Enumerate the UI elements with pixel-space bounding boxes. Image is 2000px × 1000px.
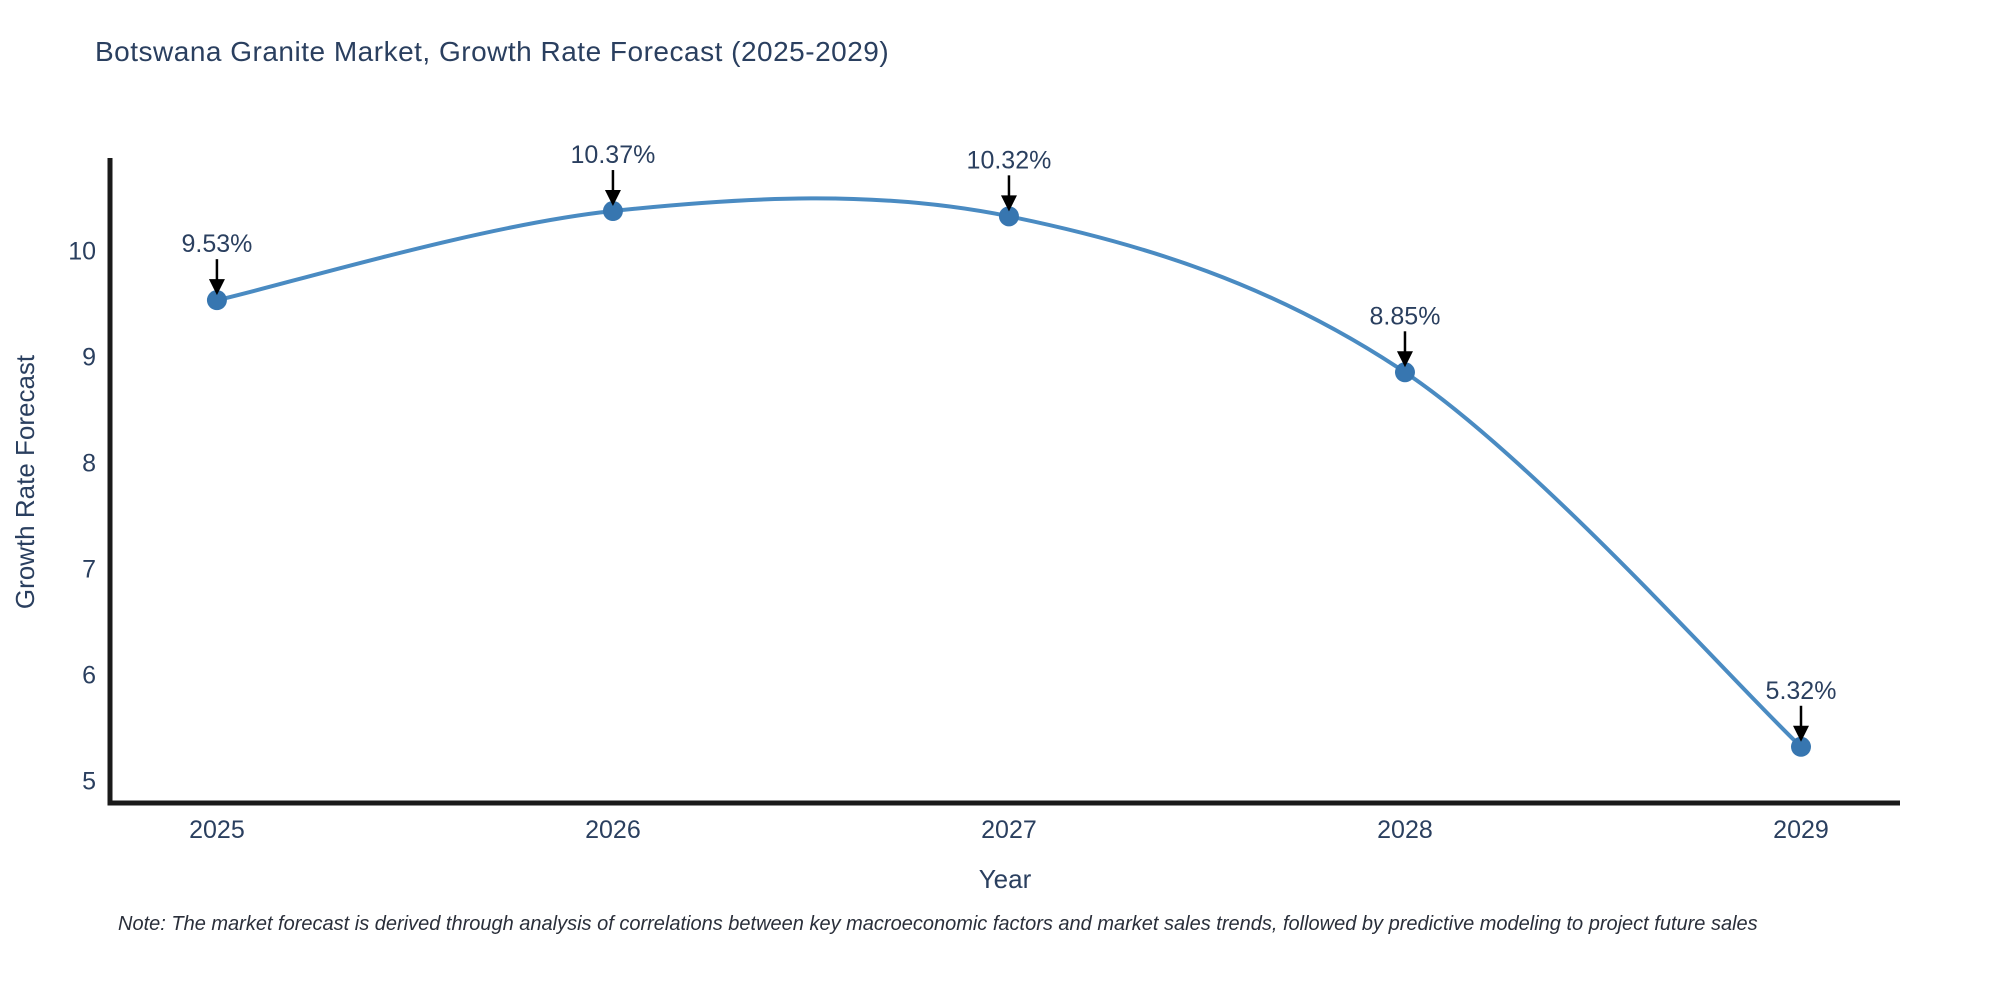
y-axis-title: Growth Rate Forecast: [10, 354, 40, 609]
plot-area: 5 6 7 8 9 10 2025 2026 2027 2028 2029 9.53% 10.37% 10…: [68, 141, 1900, 844]
x-axis-spine: [107, 800, 1900, 806]
trace-line: [214, 196, 1803, 749]
x-axis-title: Year: [979, 864, 1032, 894]
y-axis-spine: [107, 158, 113, 806]
data-point[interactable]: [602, 201, 623, 222]
y-tick-label: 7: [82, 556, 96, 584]
chart-title: Botswana Granite Market, Growth Rate For…: [95, 36, 890, 67]
data-point[interactable]: [206, 290, 227, 311]
annotation-arrowhead-icon: [1792, 725, 1809, 742]
point-value-label: 10.32%: [967, 146, 1052, 174]
data-point[interactable]: [998, 206, 1019, 227]
point-value-label: 8.85%: [1370, 302, 1441, 330]
annotation-arrowhead-icon: [1396, 351, 1413, 368]
data-point[interactable]: [1394, 362, 1415, 383]
annotation-arrowhead-icon: [208, 279, 225, 296]
x-tick-label: 2027: [981, 816, 1037, 844]
data-point[interactable]: [1790, 736, 1811, 757]
y-tick-label: 10: [68, 237, 96, 265]
y-tick-label: 8: [82, 449, 96, 477]
x-tick-label: 2029: [1773, 816, 1829, 844]
y-tick-label: 9: [82, 343, 96, 371]
point-value-label: 5.32%: [1766, 677, 1837, 705]
point-value-label: 10.37%: [571, 141, 656, 169]
x-tick-label: 2028: [1377, 816, 1433, 844]
annotation-arrowhead-icon: [604, 190, 621, 207]
point-value-label: 9.53%: [181, 230, 252, 258]
footnote: Note: The market forecast is derived thr…: [118, 913, 1758, 935]
x-tick-label: 2026: [585, 816, 641, 844]
x-tick-label: 2025: [189, 816, 245, 844]
y-tick-label: 6: [82, 662, 96, 690]
annotation-arrowhead-icon: [1000, 195, 1017, 212]
y-tick-label: 5: [82, 768, 96, 796]
